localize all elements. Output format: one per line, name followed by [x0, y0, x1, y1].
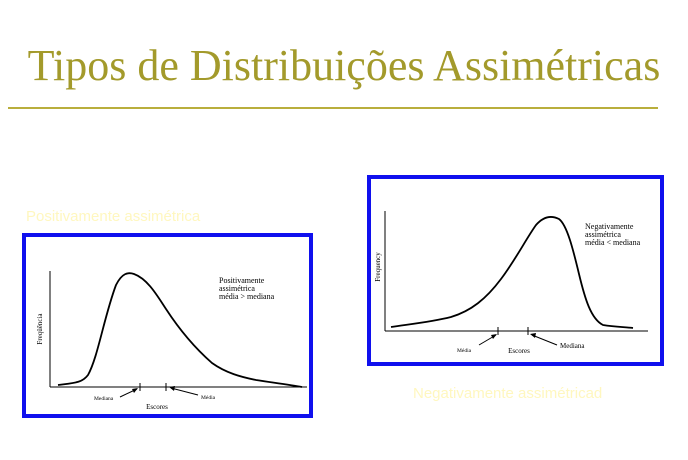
title-rule — [8, 107, 658, 109]
x-axis-label: Escores — [508, 347, 530, 355]
caption-positive: Positivamente assimétrica — [26, 208, 201, 225]
negative-skew-figure: Frequency Negativamente assimétrica médi… — [367, 175, 664, 366]
positive-skew-figure: Freqüência Positivamente assimétrica méd… — [22, 233, 313, 418]
annotation-line-1: Positivamente — [219, 276, 265, 285]
mean-arrowhead — [491, 334, 497, 339]
distribution-curve — [57, 272, 303, 388]
median-arrowhead — [132, 388, 138, 393]
annotation-line-3: média < mediana — [585, 238, 641, 247]
median-label: Mediana — [560, 342, 585, 350]
median-arrowhead — [530, 333, 536, 338]
x-axis-label: Escores — [146, 403, 168, 411]
annotation-line-3: média > mediana — [219, 292, 275, 301]
mean-label: Média — [201, 395, 216, 401]
distribution-curve — [390, 216, 634, 329]
mean-label: Média — [457, 348, 472, 354]
annotation-line-2: assimétrica — [219, 284, 255, 293]
y-axis-label: Frequency — [374, 252, 382, 282]
median-arrow — [531, 334, 558, 346]
median-label: Mediana — [94, 396, 114, 402]
slide-title: Tipos de Distribuições Assimétricas — [27, 41, 661, 90]
annotation-line-2: assimétrica — [585, 230, 621, 239]
annotation-line-1: Negativamente — [585, 222, 634, 231]
negative-skew-plot: Frequency Negativamente assimétrica médi… — [374, 211, 648, 355]
y-axis-label: Freqüência — [36, 313, 44, 345]
mean-arrowhead — [169, 386, 175, 391]
mean-arrow — [170, 387, 199, 396]
positive-skew-plot: Freqüência Positivamente assimétrica méd… — [36, 271, 307, 411]
caption-negative: Negativamente assimétricad — [413, 385, 603, 402]
